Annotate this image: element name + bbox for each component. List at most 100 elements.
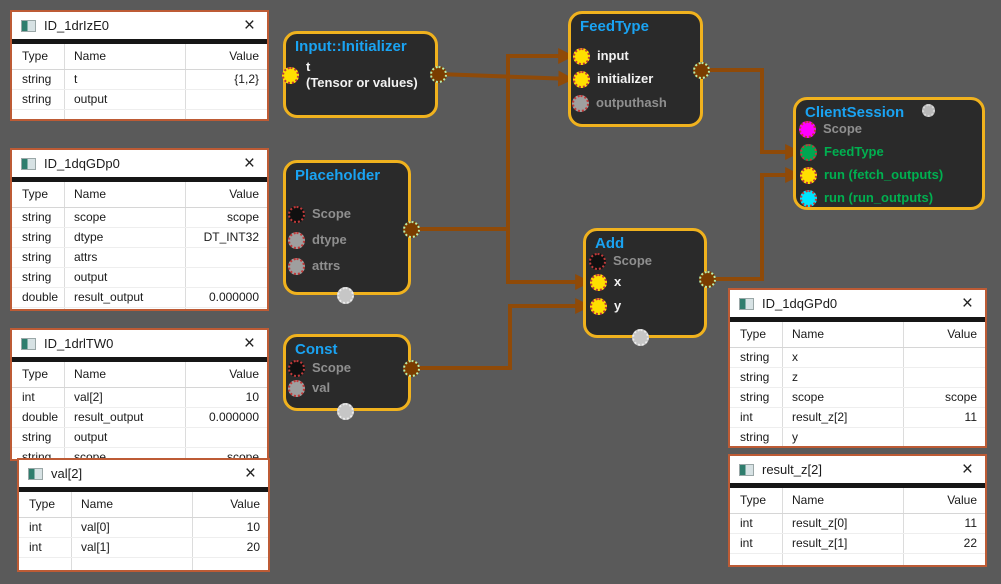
port-const-bottom[interactable]	[336, 402, 354, 420]
cell-value[interactable]: 20	[246, 540, 260, 554]
panel-result-z-2: result_z[2] × Type Name Value int result_z[0] 1…	[728, 454, 987, 567]
column-separator	[64, 362, 65, 459]
node-feedtype[interactable]: FeedType input initializer outputhash	[568, 11, 710, 127]
panel-titlebar-id-1drltw0[interactable]: ID_1drlTW0 ×	[12, 330, 267, 357]
cell-type: int	[29, 540, 42, 554]
close-icon[interactable]: ×	[961, 293, 973, 314]
node-placeholder[interactable]: Placeholder Scope dtype attrs	[283, 160, 420, 304]
port-feedtype-output[interactable]	[692, 61, 710, 79]
port-const-scope[interactable]	[287, 359, 305, 377]
window-icon	[21, 337, 36, 350]
node-title-const: Const	[295, 341, 338, 358]
wire-input-initializer-output-to-feedtype-initializer[interactable]	[437, 70, 575, 87]
port-feedtype-input[interactable]	[572, 47, 590, 65]
node-add[interactable]: Add Scope x y	[583, 228, 716, 346]
port-label-clientsession-feedtype: FeedType	[824, 144, 884, 159]
node-const[interactable]: Const Scope val	[283, 334, 420, 420]
cell-type: string	[740, 350, 770, 364]
column-header-name: Name	[81, 497, 114, 511]
wire-placeholder-output-to-feedtype-input[interactable]	[411, 48, 575, 231]
port-label-wrap: outputhash	[596, 95, 667, 111]
port-add-bottom[interactable]	[631, 328, 649, 346]
cell-value[interactable]	[903, 368, 985, 387]
close-icon[interactable]: ×	[961, 459, 973, 480]
port-placeholder-scope[interactable]	[287, 205, 305, 223]
panel-titlebar-result-z-2[interactable]: result_z[2] ×	[730, 456, 985, 483]
cell-name: output	[74, 430, 108, 444]
port-label-wrap: initializer	[597, 71, 653, 87]
cell-name: scope	[74, 450, 107, 459]
table-row: int val[2] 10	[12, 388, 267, 408]
port-feedtype-outputhash[interactable]	[571, 94, 589, 112]
panel-titlebar-id-1dqgpd0[interactable]: ID_1dqGPd0 ×	[730, 290, 985, 317]
cell-type: string	[22, 72, 52, 86]
port-label-wrap: input	[597, 48, 629, 64]
cell-value[interactable]	[903, 348, 985, 367]
port-const-val[interactable]	[287, 379, 305, 397]
cell-value[interactable]: DT_INT32	[203, 230, 259, 244]
port-add-x[interactable]	[589, 273, 607, 291]
port-placeholder-output[interactable]	[402, 220, 420, 238]
cell-value[interactable]: 11	[964, 410, 977, 424]
port-placeholder-attrs[interactable]	[287, 257, 305, 275]
column-separator	[192, 492, 193, 570]
cell-value[interactable]: 0.000000	[208, 290, 259, 304]
port-label-placeholder-attrs: attrs	[312, 258, 341, 273]
cell-value[interactable]	[185, 248, 267, 267]
cell-value[interactable]: {1,2}	[234, 72, 259, 86]
cell-type: int	[740, 516, 753, 530]
port-input-initializer-t[interactable]	[281, 66, 299, 84]
port-clientsession-run-fetch-outputs[interactable]	[799, 166, 817, 184]
cell-value[interactable]: scope	[226, 450, 259, 459]
cell-name: attrs	[74, 250, 98, 264]
column-header-value: Value	[229, 187, 259, 201]
close-icon[interactable]: ×	[243, 333, 255, 354]
cell-type: double	[22, 410, 59, 424]
port-clientsession-run-run-outputs[interactable]	[799, 189, 817, 207]
port-clientsession-scope[interactable]	[798, 120, 816, 138]
cell-value[interactable]	[903, 428, 985, 446]
port-input-initializer-output[interactable]	[429, 65, 447, 83]
panel-titlebar-id-1dqgdp0[interactable]: ID_1dqGDp0 ×	[12, 150, 267, 177]
cell-value[interactable]: 0.000000	[208, 410, 259, 424]
wire-feedtype-output-to-clientsession-feedtype[interactable]	[701, 68, 802, 160]
close-icon[interactable]: ×	[243, 15, 255, 36]
cell-value[interactable]: 10	[246, 520, 260, 534]
panel-titlebar-id-1drize0[interactable]: ID_1drIzE0 ×	[12, 12, 267, 39]
port-label-add-y: y	[614, 298, 622, 313]
cell-value[interactable]: 10	[245, 390, 259, 404]
cell-name: y	[792, 430, 798, 444]
node-input-initializer[interactable]: Input::Initializer t (Tensor or values)	[281, 31, 447, 118]
port-placeholder-dtype[interactable]	[287, 231, 305, 249]
port-add-y[interactable]	[589, 297, 607, 315]
cell-value[interactable]: scope	[226, 210, 259, 224]
node-collapse-dot[interactable]	[921, 103, 935, 117]
panel-id-1drize0: ID_1drIzE0 × Type Name Value string t {1,2} stri…	[10, 10, 269, 121]
cell-value[interactable]	[185, 268, 267, 287]
wire-add-output-to-clientsession-run-fetch-outputs[interactable]	[707, 167, 802, 281]
port-add-output[interactable]	[698, 270, 716, 288]
cell-value[interactable]: 11	[964, 516, 977, 530]
port-add-scope[interactable]	[588, 252, 606, 270]
close-icon[interactable]: ×	[244, 463, 256, 484]
port-label-wrap: y	[614, 298, 621, 314]
port-const-output[interactable]	[402, 359, 420, 377]
port-placeholder-bottom[interactable]	[336, 286, 354, 304]
close-icon[interactable]: ×	[243, 153, 255, 174]
column-header-name: Name	[74, 367, 107, 381]
port-feedtype-initializer[interactable]	[572, 70, 590, 88]
window-icon	[28, 467, 43, 480]
cell-value[interactable]: 22	[963, 536, 977, 550]
panel-title: ID_1drIzE0	[44, 18, 110, 33]
cell-value[interactable]	[185, 90, 267, 109]
cell-value[interactable]	[185, 428, 267, 447]
wire-placeholder-output-to-add-x[interactable]	[506, 229, 592, 290]
panel-titlebar-val-2[interactable]: val[2] ×	[19, 460, 268, 487]
cell-name: x	[792, 350, 798, 364]
cell-name: val[1]	[81, 540, 110, 554]
cell-value[interactable]: scope	[944, 390, 977, 404]
wire-const-output-to-add-y[interactable]	[411, 298, 592, 370]
node-clientsession[interactable]: ClientSession Scope FeedType run (fetch_out…	[793, 97, 985, 210]
port-clientsession-feedtype[interactable]	[799, 143, 817, 161]
